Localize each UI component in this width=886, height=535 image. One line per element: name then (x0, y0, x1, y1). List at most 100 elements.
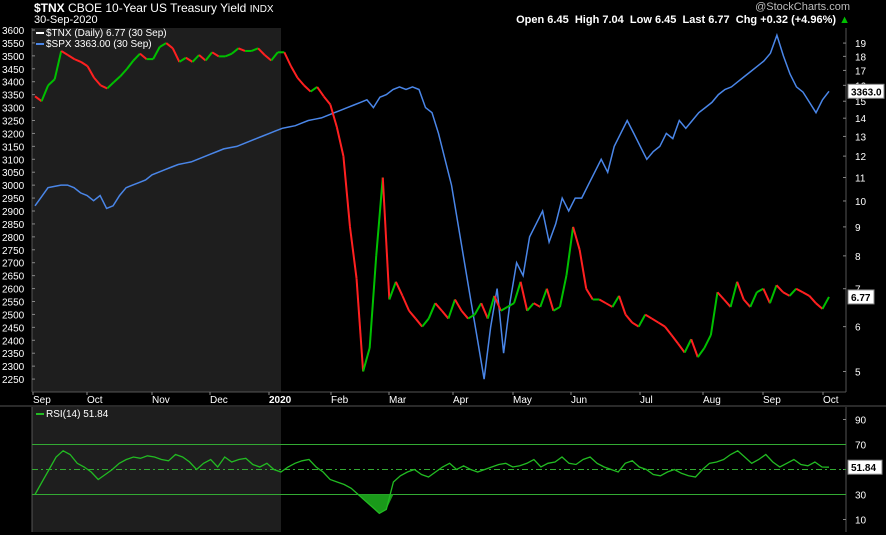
tnx-segment (80, 61, 89, 67)
right-tick-label: 10 (855, 197, 867, 208)
x-tick-label: Aug (703, 395, 721, 406)
tnx-segment (795, 287, 804, 294)
tnx-last-badge-text: 6.77 (851, 293, 871, 304)
tnx-segment (395, 281, 404, 297)
rsi-tick-label: 10 (855, 516, 867, 527)
tnx-segment (473, 302, 483, 316)
tnx-segment (500, 306, 508, 312)
left-tick-label: 2700 (2, 259, 25, 270)
tnx-segment (631, 321, 640, 328)
symbol-name: CBOE 10-Year US Treasury Yield (68, 1, 247, 15)
x-tick-label: Jul (640, 395, 653, 406)
x-tick-label: 2020 (269, 395, 292, 406)
tnx-segment (519, 281, 529, 311)
left-tick-label: 3100 (2, 155, 25, 166)
tnx-segment (526, 302, 535, 312)
tnx-segment (821, 296, 830, 310)
tnx-segment (480, 302, 489, 319)
tnx-segment (388, 281, 397, 300)
right-tick-label: 18 (855, 52, 867, 63)
tnx-legend-label: $TNX (Daily) 6.77 (30 Sep) (46, 28, 167, 39)
tnx-segment (486, 295, 496, 319)
tnx-segment (493, 295, 502, 312)
tnx-segment (651, 317, 659, 324)
tnx-segment (637, 314, 647, 328)
tnx-segment (644, 313, 653, 320)
tnx-segment (427, 302, 437, 319)
left-tick-label: 2450 (2, 323, 25, 334)
tnx-segment (447, 299, 456, 319)
left-tick-label: 2750 (2, 246, 25, 257)
left-tick-label: 3400 (2, 78, 25, 89)
tnx-segment (40, 84, 50, 102)
x-tick-label: Nov (152, 395, 170, 406)
tnx-segment (421, 317, 430, 328)
tnx-last-badge (847, 289, 875, 305)
tnx-segment (362, 347, 371, 372)
tnx-segment (670, 334, 679, 345)
tnx-segment (408, 310, 417, 320)
tnx-segment (545, 288, 555, 312)
left-tick-label: 3050 (2, 168, 25, 179)
tnx-segment (788, 288, 797, 297)
left-tick-label: 3000 (2, 181, 25, 192)
spx-line (34, 32, 830, 380)
tnx-segment (290, 65, 299, 79)
tnx-segment (303, 84, 312, 93)
chg-label: Chg (735, 14, 758, 26)
tnx-segment (211, 51, 220, 58)
exchange: INDX (249, 4, 274, 15)
tnx-segment (539, 288, 548, 308)
x-tick-label: May (513, 395, 532, 406)
tnx-segment (677, 343, 686, 354)
tnx-segment (657, 321, 666, 328)
tnx-segment (119, 68, 128, 77)
tnx-segment (664, 326, 673, 336)
tnx-segment (605, 302, 613, 308)
rsi-tick-label: 30 (855, 491, 867, 502)
tnx-segment (257, 47, 266, 56)
tnx-segment (355, 278, 365, 372)
tnx-segment (113, 75, 121, 84)
tnx-segment (342, 156, 351, 227)
tnx-segment (578, 249, 588, 289)
tnx-segment (375, 177, 384, 256)
left-tick-label: 3150 (2, 142, 25, 153)
watermark: @StockCharts.com (755, 1, 850, 13)
tnx-segment (47, 78, 56, 87)
x-tick-label: Feb (331, 395, 349, 406)
tnx-segment (729, 281, 739, 308)
ohlc-readout: Open 6.45 High 7.04 Low 6.45 Last 6.77 C… (516, 14, 850, 26)
tnx-segment (401, 295, 410, 312)
tnx-segment (441, 310, 450, 320)
left-tick-label: 3550 (2, 39, 25, 50)
x-tick-label: Mar (389, 395, 407, 406)
rsi-legend-label: RSI(14) 51.84 (46, 409, 109, 420)
tnx-segment (224, 52, 233, 58)
tnx-segment (152, 46, 161, 60)
spx-last-badge (847, 83, 885, 99)
tnx-segment (683, 338, 693, 353)
tnx-segment (756, 287, 764, 294)
right-tick-label: 12 (855, 152, 867, 163)
high-value: 7.04 (602, 14, 624, 26)
chg-value: +0.32 (+4.96%) (760, 14, 837, 26)
tnx-segment (238, 47, 246, 52)
x-tick-label: Dec (210, 395, 228, 406)
left-tick-label: 2250 (2, 375, 25, 386)
tnx-segment (335, 126, 345, 157)
right-tick-label: 11 (855, 174, 866, 185)
tnx-segment (310, 86, 318, 93)
tnx-segment (414, 317, 423, 328)
tnx-segment (808, 295, 817, 304)
tnx-segment (368, 255, 378, 349)
open-label: Open (516, 14, 545, 26)
tnx-segment (782, 291, 791, 297)
tnx-segment (165, 42, 174, 50)
x-tick-label: Apr (453, 395, 469, 406)
tnx-segment (618, 295, 627, 315)
tnx-segment (34, 95, 43, 103)
high-label: High (574, 14, 600, 26)
low-label: Low (629, 14, 652, 26)
chart-date: 30-Sep-2020 (34, 14, 98, 26)
